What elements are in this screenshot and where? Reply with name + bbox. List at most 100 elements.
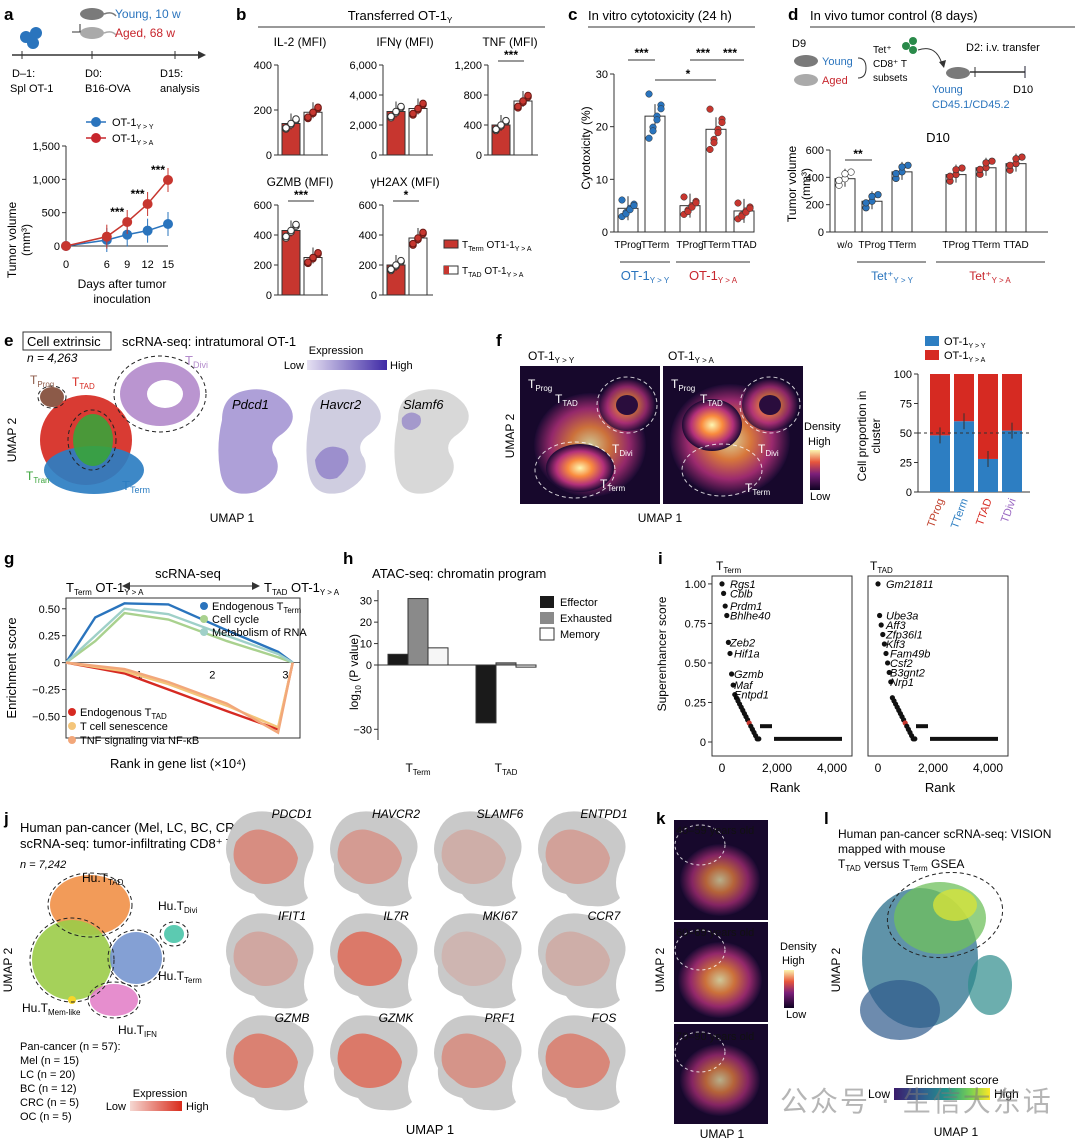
a-significance: *** xyxy=(131,187,145,201)
b-significance: *** xyxy=(504,48,518,62)
j-gene-umap-expr xyxy=(233,829,298,884)
j-ylabel: UMAP 2 xyxy=(1,947,15,992)
e-boxed-label-frame xyxy=(22,331,112,351)
j-gene-label: ENTPD1 xyxy=(580,807,627,821)
b-significance: *** xyxy=(294,188,308,202)
panel-l: l Human pan-cancer scRNA-seq: VISION map… xyxy=(824,809,1051,1139)
j-gene-label: PDCD1 xyxy=(272,807,313,821)
j-pancancer-3: BC (n = 12) xyxy=(20,1083,77,1095)
a-ylabel: Tumor volume xyxy=(5,202,19,279)
h-legend-memory: Memory xyxy=(560,629,600,641)
i-data-point xyxy=(880,631,886,638)
c-group1: OT-1Y > Y xyxy=(621,268,670,285)
b-ytick-label: 800 xyxy=(464,90,482,102)
j-title2: scRNA-seq: tumor-infiltrating CD8⁺ T cel… xyxy=(20,836,264,851)
chart-h: −30 0 10 20 30 TTerm TTAD xyxy=(353,590,537,777)
i-gene-label: Zfp36l1 xyxy=(885,629,923,641)
i-plot-frame xyxy=(711,575,853,757)
h-ytick-label: 10 xyxy=(360,639,372,651)
timeline-d15: D15: xyxy=(160,68,183,80)
i-data-point xyxy=(724,612,730,619)
i-gene-label: Klf3 xyxy=(886,639,906,651)
k-density-colorbar xyxy=(784,970,794,1008)
d-mouse-aged-icon xyxy=(794,74,818,86)
i-gene-label: Rgs1 xyxy=(730,579,756,591)
b-data-dot xyxy=(414,234,422,242)
d-xtick-label: TProg xyxy=(942,240,969,251)
i-data-point xyxy=(912,736,918,742)
b-ytick-label: 400 xyxy=(254,230,272,242)
g-ytick-label: 0.50 xyxy=(39,604,60,616)
i-gene-label: Aff3 xyxy=(885,620,906,632)
h-ytick-label: 20 xyxy=(360,617,372,629)
panel-letter-f: f xyxy=(496,331,502,350)
i-plot-frame xyxy=(867,575,1009,757)
e-boxed-label: Cell extrinsic xyxy=(27,334,101,349)
panel-letter-j: j xyxy=(3,809,9,828)
e-umap-pdcd1 xyxy=(218,389,293,494)
d-tet3: subsets xyxy=(873,73,907,84)
f-bar-young xyxy=(954,421,974,492)
i-xlabel-right: Rank xyxy=(925,780,956,795)
c-data-dot xyxy=(680,193,688,201)
h-ytick-label: −30 xyxy=(353,724,372,736)
f-bar-aged xyxy=(930,374,950,436)
c-significance: *** xyxy=(696,46,710,60)
l-title1: Human pan-cancer scRNA-seq: VISION xyxy=(838,827,1051,841)
k-density-1 xyxy=(674,820,768,920)
mouse-aged-icon xyxy=(80,27,117,39)
legend-young-label: OT-1Y > Y xyxy=(112,117,154,131)
d-data-dot xyxy=(982,159,990,167)
j-gene-umap-base xyxy=(538,811,626,907)
i-gene-label: Cblb xyxy=(730,588,753,600)
j-cluster-term: Hu.TTerm xyxy=(158,969,202,985)
g-legend-marker xyxy=(68,708,76,716)
d-data-dot xyxy=(952,166,960,174)
e-ylabel: UMAP 2 xyxy=(5,417,19,462)
g-legend-label-top: Endogenous TTerm xyxy=(212,601,301,615)
d-recipient: Young xyxy=(932,84,963,96)
c-ytick-label: 0 xyxy=(602,227,608,239)
h-legend-effector-swatch xyxy=(540,596,554,608)
i-gene-label: Prdm1 xyxy=(730,601,762,613)
d-recipient-mouse-icon xyxy=(946,67,970,79)
j-gene-umap-base xyxy=(330,811,418,907)
c-data-dot xyxy=(653,116,661,124)
d-ylabel2: (mm³) xyxy=(799,168,813,200)
j-gene-umap-expr xyxy=(545,829,610,884)
b-data-dot xyxy=(292,220,300,229)
d-young: Young xyxy=(822,56,853,68)
a-ytick-label: 0 xyxy=(54,241,60,253)
c-xtick-label: TTerm xyxy=(702,240,730,251)
f-ytick-label: 50 xyxy=(900,428,912,440)
i-xlabel-left: Rank xyxy=(770,780,801,795)
b-legend-term-swatch xyxy=(443,239,459,249)
d-aged: Aged xyxy=(822,75,848,87)
panel-letter-h: h xyxy=(343,549,353,568)
panel-letter-b: b xyxy=(236,5,246,24)
f-bar-young xyxy=(978,458,998,492)
i-data-point xyxy=(875,581,881,587)
l-legend: Enrichment score xyxy=(905,1073,999,1087)
k-density-3 xyxy=(674,1024,768,1124)
c-title: In vitro cytotoxicity (24 h) xyxy=(588,8,732,23)
f-xtick-label: TTAD xyxy=(974,497,995,527)
c-significance: *** xyxy=(634,46,648,60)
k-density-high: High xyxy=(782,955,805,967)
a-data-point xyxy=(61,241,71,251)
panel-g: g scRNA-seq TTerm OT-1Y > A TTAD OT-1Y >… xyxy=(4,549,340,771)
i-ytick-label: 0 xyxy=(700,737,706,749)
j-pancancer-5: OC (n = 5) xyxy=(20,1111,72,1123)
f-bar-aged xyxy=(978,374,998,459)
panel-j: j Human pan-cancer (Mel, LC, BC, CRC, OC… xyxy=(1,807,628,1137)
j-gene-umap-base xyxy=(226,913,314,1009)
d-xtick-label: TTAD xyxy=(1003,240,1028,251)
i-data-point xyxy=(719,581,725,587)
e-umap-havcr2 xyxy=(306,389,381,494)
g-series-line xyxy=(64,602,294,664)
j-gene-umap-expr xyxy=(545,931,610,986)
a-significance: *** xyxy=(110,205,124,219)
f-ytick-label: 0 xyxy=(906,487,912,499)
b-subplot-title: TNF (MFI) xyxy=(482,35,537,49)
